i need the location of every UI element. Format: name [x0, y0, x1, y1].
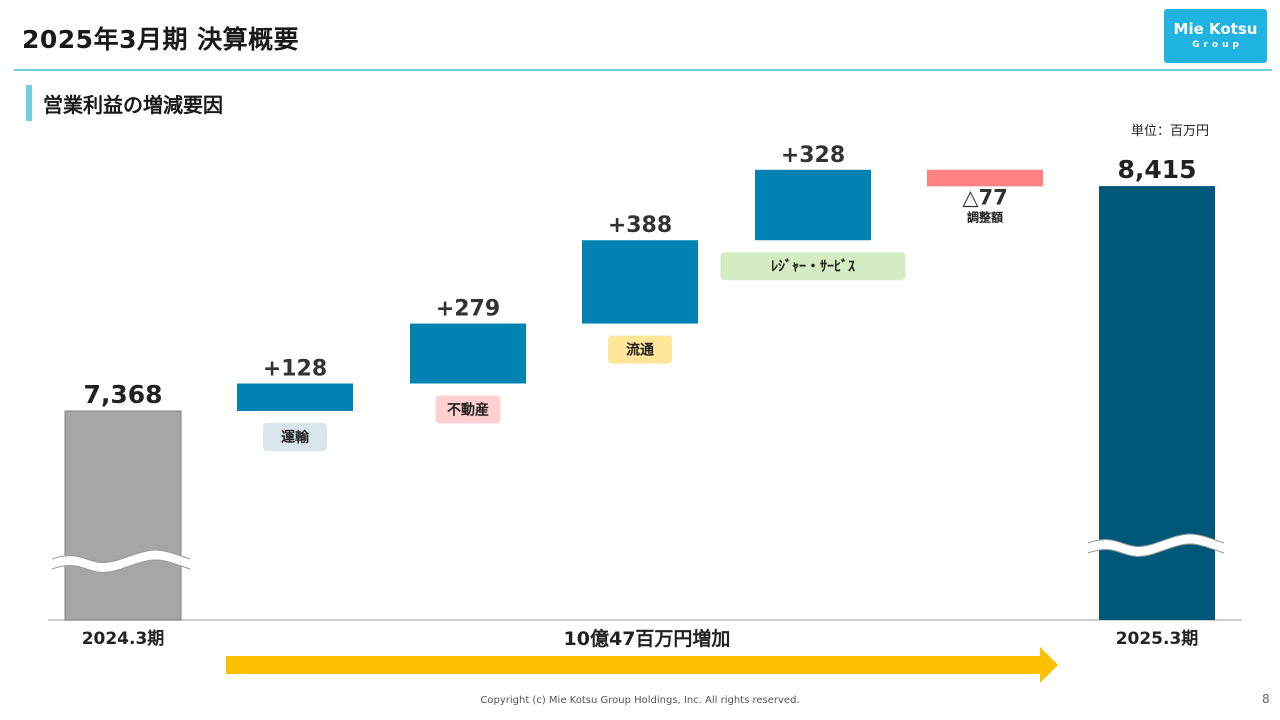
value-label: 7,368 [83, 380, 162, 409]
category-label: 2025.3期 [1116, 629, 1199, 649]
delta-bar [755, 169, 871, 241]
page-number: 8 [1262, 692, 1270, 706]
logo-subtext: Group [1192, 40, 1243, 50]
delta-bar [582, 240, 698, 324]
segment-label: 調整額 [967, 209, 1003, 224]
value-label: +328 [781, 143, 845, 168]
segment-tag [608, 335, 672, 364]
copyright-text: Copyright (c) Mie Kotsu Group Holdings, … [480, 695, 800, 706]
delta-bar [237, 383, 353, 411]
value-label: +128 [263, 357, 327, 382]
axis-break-left-line-bottom [51, 559, 191, 573]
axis-break-left-line-top [51, 549, 191, 563]
company-logo: Mie Kotsu Group [1164, 9, 1267, 63]
axis-break-right-line-bottom [1087, 543, 1225, 557]
value-label: 8,415 [1117, 155, 1196, 184]
segment-label: 運輸 [281, 429, 310, 446]
header-divider [14, 69, 1272, 71]
segment-tag [263, 423, 327, 451]
axis-break-right-gap [1086, 534, 1226, 556]
category-label: 2024.3期 [82, 629, 165, 649]
total-bar [1099, 186, 1215, 620]
segment-tag [720, 252, 906, 281]
page-title: 2025年3月期 決算概要 [22, 25, 300, 54]
section-accent-bar [26, 85, 32, 121]
logo-text: Mie Kotsu [1173, 20, 1258, 38]
segment-label: 流通 [626, 342, 654, 359]
section-title: 営業利益の増減要因 [43, 93, 223, 117]
value-label: △77 [962, 185, 1007, 209]
increase-annotation: 10億47百万円増加 [564, 627, 731, 650]
delta-bar [410, 323, 526, 384]
segment-tag [435, 395, 501, 424]
axis-break-left-gap [50, 550, 192, 572]
value-label: +279 [436, 297, 500, 322]
segment-label: ﾚｼﾞｬｰ・ｻｰﾋﾞｽ [771, 258, 855, 275]
delta-bar [927, 169, 1043, 187]
total-bar [64, 410, 182, 621]
unit-label: 単位：百万円 [1131, 124, 1210, 139]
segment-label: 不動産 [447, 402, 489, 419]
value-label: +388 [608, 213, 672, 238]
increase-arrow [226, 647, 1058, 683]
axis-break-right-line-top [1087, 533, 1225, 547]
